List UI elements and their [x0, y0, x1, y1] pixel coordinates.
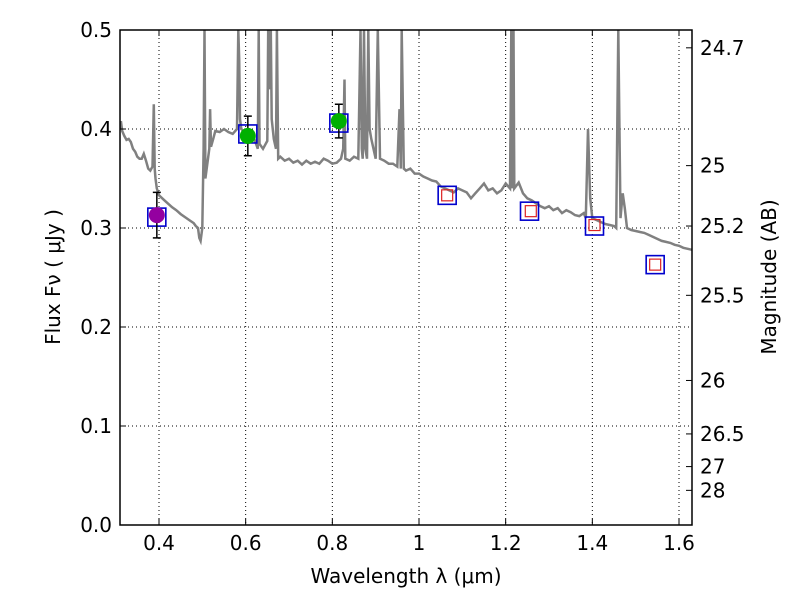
model-band-box-marker — [584, 216, 605, 236]
predicted-open-square-marker — [588, 218, 601, 232]
y-tick-label: 0.2 — [80, 315, 112, 339]
x-tick-label: 1.4 — [576, 531, 608, 555]
observed-photometry-point — [330, 113, 347, 130]
y2-tick-label: 25 — [700, 154, 725, 178]
observed-photometry-point — [148, 207, 165, 224]
y2-tick-label: 27 — [700, 455, 725, 479]
x-tick-label: 0.4 — [143, 531, 175, 555]
y-tick-label: 0.3 — [80, 216, 112, 240]
y2-tick-label: 26 — [700, 368, 725, 392]
y-tick-label: 0.4 — [80, 117, 112, 141]
y2-tick-label: 25.2 — [700, 214, 745, 238]
markers — [147, 103, 665, 275]
predicted-open-square-marker — [441, 189, 454, 202]
y2-tick-label: 24.7 — [700, 36, 745, 60]
model-band-box-marker — [519, 201, 540, 221]
model-band-box-marker — [437, 185, 457, 206]
plot-frame — [119, 29, 693, 526]
y-axis-title: Flux Fν ( μJy ) — [41, 209, 65, 345]
y2-tick-label: 28 — [700, 478, 725, 502]
y-tick-label: 0.0 — [80, 513, 112, 537]
x-tick-label: 1.6 — [663, 531, 695, 555]
model-band-box-marker — [645, 254, 665, 275]
predicted-open-square-marker — [524, 205, 537, 218]
predicted-open-square-marker — [649, 258, 662, 271]
x-tick-label: 1.2 — [490, 531, 522, 555]
y2-axis-title: Magnitude (AB) — [757, 199, 781, 354]
y-tick-label: 0.5 — [80, 18, 112, 42]
x-tick-label: 1 — [413, 531, 426, 555]
x-tick-label: 0.6 — [230, 531, 262, 555]
y2-tick-label: 25.5 — [700, 283, 745, 307]
y2-tick-label: 26.5 — [700, 422, 745, 446]
axis-ticks — [120, 29, 692, 526]
y-tick-label: 0.1 — [80, 414, 112, 438]
observed-photometry-point — [239, 127, 256, 144]
x-tick-label: 0.8 — [316, 531, 348, 555]
x-axis-title: Wavelength λ (μm) — [310, 564, 501, 588]
plot-area — [119, 29, 693, 252]
tick-labels: 0.4 0.6 0.8 1 1.2 1.4 1.60.00.10.20.30.40.5282… — [80, 18, 744, 555]
grid — [120, 30, 692, 525]
model-spectrum-line — [119, 29, 693, 252]
